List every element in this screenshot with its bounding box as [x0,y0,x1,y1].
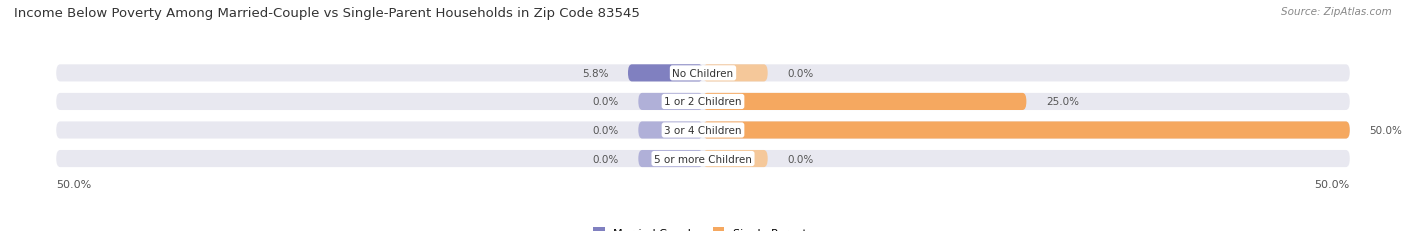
Text: 1 or 2 Children: 1 or 2 Children [664,97,742,107]
Text: 5 or more Children: 5 or more Children [654,154,752,164]
Text: Source: ZipAtlas.com: Source: ZipAtlas.com [1281,7,1392,17]
FancyBboxPatch shape [638,122,703,139]
FancyBboxPatch shape [56,94,1350,110]
Text: 50.0%: 50.0% [1315,179,1350,189]
Text: 50.0%: 50.0% [56,179,91,189]
Text: 3 or 4 Children: 3 or 4 Children [664,125,742,135]
Text: 25.0%: 25.0% [1046,97,1078,107]
Text: No Children: No Children [672,69,734,79]
Text: 50.0%: 50.0% [1369,125,1402,135]
FancyBboxPatch shape [703,65,768,82]
FancyBboxPatch shape [56,150,1350,167]
FancyBboxPatch shape [638,94,703,110]
FancyBboxPatch shape [703,150,768,167]
Text: Income Below Poverty Among Married-Couple vs Single-Parent Households in Zip Cod: Income Below Poverty Among Married-Coupl… [14,7,640,20]
Text: 0.0%: 0.0% [787,69,813,79]
FancyBboxPatch shape [56,65,1350,82]
FancyBboxPatch shape [628,65,703,82]
Text: 0.0%: 0.0% [787,154,813,164]
Text: 0.0%: 0.0% [593,125,619,135]
Text: 5.8%: 5.8% [582,69,609,79]
Text: 0.0%: 0.0% [593,154,619,164]
FancyBboxPatch shape [56,122,1350,139]
FancyBboxPatch shape [638,150,703,167]
FancyBboxPatch shape [703,122,1350,139]
Text: 0.0%: 0.0% [593,97,619,107]
Legend: Married Couples, Single Parents: Married Couples, Single Parents [589,223,817,231]
FancyBboxPatch shape [703,94,1026,110]
